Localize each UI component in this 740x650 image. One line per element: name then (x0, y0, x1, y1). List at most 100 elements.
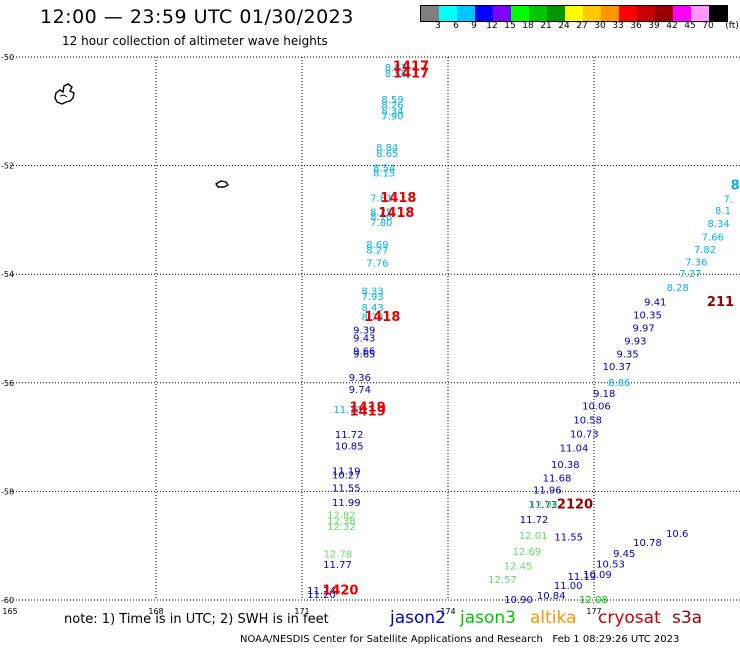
wave-height-label: 8.69 (366, 240, 388, 251)
island-auckland (54, 83, 75, 105)
color-swatch (421, 6, 439, 21)
x-tick-label: 168 (148, 607, 163, 616)
wave-height-label: 7.76 (366, 258, 388, 269)
wave-height-label: 7.82 (694, 245, 716, 256)
wave-height-label: 7.81 (370, 194, 392, 205)
color-scale-label: 30 (594, 21, 606, 31)
color-scale-label: 39 (648, 21, 660, 31)
color-scale-labels: 3 6 9 12 15 18 21 24 27 30 33 36 39 42 45 70 (ft) (420, 21, 740, 35)
wave-height-label: 8.15 (373, 169, 395, 180)
wave-height-label: 12.38 (327, 516, 356, 527)
wave-height-label: 11.55 (332, 484, 361, 495)
wave-height-label: 8.34 (381, 106, 403, 117)
wave-height-label: 10.35 (633, 311, 662, 322)
y-tick-label: -60 (1, 596, 14, 605)
color-scale-label: 36 (630, 21, 642, 31)
color-swatch (511, 6, 529, 21)
wave-height-label: 9.39 (353, 326, 375, 337)
wave-height-label: 11.72 (335, 430, 364, 441)
wave-height-label: 10.58 (573, 415, 602, 426)
wave-height-label: 8.25 (370, 207, 392, 218)
wave-height-label: 10.27 (332, 471, 361, 482)
wave-height-label: 7.66 (702, 232, 724, 243)
wave-height-label: 11.74 (307, 586, 336, 597)
legend-s3a: s3a (672, 608, 703, 628)
color-swatch (457, 6, 475, 21)
wave-height-label: 8.86 (608, 378, 630, 389)
color-swatch (493, 6, 511, 21)
wave-height-label: 8.59 (381, 95, 403, 106)
wave-height-label: 11.96 (533, 485, 562, 496)
wave-height-label: 10.73 (570, 429, 599, 440)
wave-height-label: 7.93 (361, 292, 383, 303)
x-tick-label: 177 (586, 607, 601, 616)
wave-height-label: 8.27 (366, 245, 388, 256)
color-scale-label: 9 (471, 21, 477, 31)
wave-height-label: 9.43 (353, 333, 375, 344)
wave-height-label: 10.06 (582, 402, 611, 413)
wave-height-label: 9.93 (624, 337, 646, 348)
color-swatch (655, 6, 673, 21)
chart-title: 12:00 — 23:59 UTC 01/30/2023 (40, 6, 354, 28)
footer-agency: NOAA/NESDIS Center for Satellite Applica… (240, 634, 543, 645)
wave-height-label: 11.55 (554, 533, 583, 544)
x-tick-label: 174 (440, 607, 455, 616)
wave-height-label: 11.73 (529, 500, 558, 511)
island-campbell (215, 180, 230, 188)
color-scale-label: 27 (576, 21, 588, 31)
wave-height-label: 10.38 (551, 460, 580, 471)
wave-height-label: 11.77 (323, 560, 352, 571)
color-scale-bar (420, 5, 728, 22)
wave-height-label: 9.36 (349, 373, 371, 384)
wave-height-label: 11.72 (520, 515, 549, 526)
color-swatch (439, 6, 457, 21)
x-tick-label: 171 (294, 607, 309, 616)
wave-height-label: 10.78 (633, 538, 662, 549)
wave-height-label: 10.53 (596, 560, 625, 571)
color-scale-label: 42 (666, 21, 678, 31)
wave-height-label: 12.57 (488, 575, 517, 586)
wave-height-label: 12.08 (579, 595, 608, 606)
color-scale-label: 24 (558, 21, 570, 31)
wave-height-label: 8.28 (667, 283, 689, 294)
color-swatch (709, 6, 727, 21)
island-auckland-detail (59, 94, 68, 98)
axis-ticks: 165 168 171 174 177 -50 -52 -54 -56 -58 -60 (1, 53, 602, 616)
color-swatch (583, 6, 601, 21)
y-tick-label: -56 (1, 379, 14, 388)
wave-height-label: 11.00 (554, 581, 583, 592)
wave-height-label: 10.37 (603, 362, 632, 373)
wave-height-label: 10.09 (583, 570, 612, 581)
wave-height-label: 8.83 (385, 63, 407, 74)
color-scale-label: 12 (486, 21, 498, 31)
pass-id-label: 1420 (322, 583, 358, 598)
y-tick-label: -58 (1, 487, 14, 496)
color-scale-label: 21 (540, 21, 552, 31)
color-scale-label: 18 (522, 21, 534, 31)
color-swatch (565, 6, 583, 21)
wave-height-label: 7.80 (370, 218, 392, 229)
wave-height-label: 12.69 (512, 547, 541, 558)
color-swatch (475, 6, 493, 21)
wave-height-label: 8.43 (361, 303, 383, 314)
wave-height-label: 12.82 (327, 510, 356, 521)
pass-id-label: 2120 (557, 498, 593, 513)
wave-height-label: 9.35 (616, 350, 638, 361)
footer-credit: NOAA/NESDIS Center for Satellite Applica… (240, 634, 679, 645)
wave-height-label: 10.90 (504, 595, 533, 606)
legend-note: note: 1) Time is in UTC; 2) SWH is in fe… (64, 612, 329, 627)
wave-height-label: 12.01 (519, 531, 548, 542)
wave-height-label: 8.56 (385, 69, 407, 80)
wave-height-label: 9.66 (353, 346, 375, 357)
wave-height-label: 9.45 (613, 549, 635, 560)
y-tick-label: -54 (1, 270, 14, 279)
pass-id-label: 211 (707, 295, 734, 310)
wave-height-label: 11.10 (333, 405, 362, 416)
wave-height-label: 7.36 (685, 257, 707, 268)
wave-height-label: 11.68 (543, 473, 572, 484)
color-scale-label: 6 (453, 21, 459, 31)
color-swatch (619, 6, 637, 21)
wave-height-label: 8.54 (373, 163, 395, 174)
pass-id-label: 1418 (380, 191, 416, 206)
wave-height-label: 11.99 (332, 498, 361, 509)
